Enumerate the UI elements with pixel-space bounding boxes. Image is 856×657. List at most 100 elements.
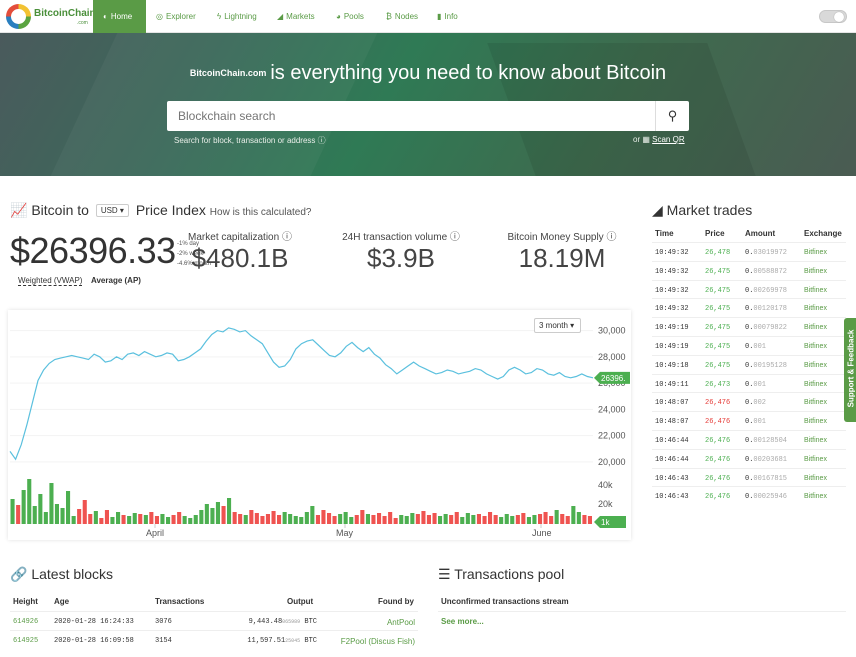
price-chart-svg: 30,00028,00026,00024,00022,00020,0002639… bbox=[9, 326, 630, 538]
area-chart-icon: ◢ bbox=[652, 202, 663, 218]
theme-toggle[interactable] bbox=[819, 10, 847, 23]
trade-amount-int: 0. bbox=[745, 399, 754, 408]
trade-exchange[interactable]: Bitfinex bbox=[804, 418, 827, 426]
mt-header-exchange: Exchange bbox=[804, 229, 842, 238]
trade-time: 10:49:19 bbox=[655, 324, 689, 333]
logo-suffix: .com bbox=[77, 20, 88, 26]
trade-exchange[interactable]: Bitfinex bbox=[804, 437, 827, 444]
how-calculated-link[interactable]: How is this calculated? bbox=[209, 207, 312, 218]
trade-exchange[interactable]: Bitfinex bbox=[804, 493, 827, 501]
trade-amount: 0.00195128 bbox=[745, 362, 787, 370]
trade-amount-frac: 03019972 bbox=[753, 249, 788, 257]
top-navbar: BitcoinChain .com ◐ Home ◎ Explorer ϟ Light… bbox=[0, 0, 856, 33]
trade-exchange[interactable]: Bitfinex bbox=[804, 286, 827, 294]
trade-exchange[interactable]: Bitfinex bbox=[804, 455, 827, 463]
search-box: ⚲ bbox=[167, 101, 689, 131]
price-index-title: 📈 Bitcoin to USD ▾ Price Index How is th… bbox=[10, 202, 312, 219]
line-chart-icon: 📈 bbox=[10, 202, 28, 218]
volume-bar bbox=[116, 512, 121, 524]
trade-exchange[interactable]: Bitfinex bbox=[804, 474, 827, 482]
trade-amount-int: 0. bbox=[745, 305, 754, 314]
search-button[interactable]: ⚲ bbox=[655, 101, 689, 131]
volume-bar bbox=[521, 513, 526, 524]
block-height[interactable]: 614925 bbox=[13, 637, 39, 645]
hero-title: BitcoinChain.com is everything you need t… bbox=[0, 62, 856, 85]
nav-markets-label: Markets bbox=[286, 12, 315, 21]
trade-amount-int: 0. bbox=[745, 286, 754, 295]
trade-amount-frac: 001 bbox=[753, 380, 767, 389]
trade-exchange[interactable]: Bitfinex bbox=[804, 249, 827, 256]
market-trades-title-text: Market trades bbox=[666, 202, 753, 218]
scan-qr-link[interactable]: Scan QR bbox=[652, 135, 685, 144]
nav-explorer[interactable]: ◎ Explorer bbox=[146, 0, 196, 33]
link-icon: 🔗 bbox=[10, 566, 28, 582]
nav-lightning-label: Lightning bbox=[224, 12, 257, 21]
trade-time: 10:49:11 bbox=[655, 380, 689, 389]
trade-exchange[interactable]: Bitfinex bbox=[804, 343, 827, 350]
trade-amount-int: 0. bbox=[745, 324, 754, 333]
nav-nodes-label: Nodes bbox=[394, 12, 419, 21]
volume-bar bbox=[293, 516, 298, 524]
volume-bar bbox=[49, 483, 54, 524]
site-logo[interactable]: BitcoinChain .com bbox=[6, 3, 96, 30]
search-help-text: Search for block, transaction or address… bbox=[174, 136, 326, 145]
block-height[interactable]: 614926 bbox=[13, 618, 39, 626]
currency-select[interactable]: USD ▾ bbox=[95, 204, 129, 217]
average-ap-tab[interactable]: Average (AP) bbox=[91, 276, 141, 285]
volume-bar bbox=[460, 517, 465, 524]
logo-text: BitcoinChain bbox=[34, 8, 96, 19]
change-week-pct: -2% bbox=[177, 251, 188, 257]
nav-home[interactable]: ◐ Home bbox=[93, 0, 146, 33]
price-chart[interactable]: 30,00028,00026,00024,00022,00020,0002639… bbox=[8, 310, 631, 540]
volume-bar bbox=[121, 515, 126, 524]
volume-bar bbox=[104, 510, 109, 524]
trade-exchange[interactable]: Bitfinex bbox=[804, 324, 827, 332]
trade-row: 10:46:43 26,476 0.00167815 Bitfinex bbox=[652, 467, 846, 487]
volume-bar bbox=[310, 506, 315, 524]
price-index-suffix: Price Index bbox=[135, 202, 206, 218]
lb-header-age: Age bbox=[54, 597, 70, 606]
weighted-vwap-tab[interactable]: Weighted (VWAP) bbox=[18, 276, 83, 286]
nav-lightning[interactable]: ϟ Lightning bbox=[207, 0, 257, 33]
hero-banner: BitcoinChain.com is everything you need t… bbox=[0, 33, 856, 176]
trade-amount: 0.00025946 bbox=[745, 493, 787, 501]
volume-bar bbox=[476, 514, 481, 524]
nav-info[interactable]: ▮ Info bbox=[427, 0, 458, 33]
feedback-tab[interactable]: Support & Feedback bbox=[844, 318, 856, 422]
volume-bar bbox=[43, 512, 48, 524]
see-more-link[interactable]: See more... bbox=[441, 617, 484, 626]
block-found-by[interactable]: AntPool bbox=[386, 618, 415, 627]
nav-markets[interactable]: ◢ Markets bbox=[267, 0, 315, 33]
trade-exchange[interactable]: Bitfinex bbox=[804, 305, 827, 313]
range-select[interactable]: 3 month ▾ bbox=[534, 318, 581, 333]
y-tick-label: 22,000 bbox=[598, 431, 626, 441]
trade-exchange[interactable]: Bitfinex bbox=[804, 267, 827, 275]
volume-tag bbox=[594, 516, 626, 528]
hero-site-name: BitcoinChain.com bbox=[189, 68, 267, 78]
volume-bar bbox=[410, 513, 415, 524]
volume-bar bbox=[404, 516, 409, 524]
volume-bar bbox=[515, 515, 520, 524]
nav-info-label: Info bbox=[444, 12, 458, 21]
volume-bar bbox=[54, 504, 59, 524]
trade-time: 10:48:07 bbox=[655, 418, 689, 427]
trade-row: 10:46:43 26,476 0.00025946 Bitfinex bbox=[652, 486, 846, 505]
search-input[interactable] bbox=[167, 101, 655, 131]
volume-bar bbox=[166, 517, 171, 524]
block-found-by[interactable]: F2Pool (Discus Fish) bbox=[340, 637, 415, 646]
volume-bar bbox=[215, 502, 220, 524]
nav-nodes[interactable]: ₿ Nodes bbox=[376, 0, 418, 33]
trade-price: 26,475 bbox=[705, 343, 731, 351]
trade-exchange[interactable]: Bitfinex bbox=[804, 399, 827, 407]
trade-time: 10:49:19 bbox=[655, 343, 689, 351]
volume-bar bbox=[382, 516, 387, 524]
trade-exchange[interactable]: Bitfinex bbox=[804, 380, 827, 388]
volume-bar bbox=[299, 517, 304, 524]
nav-pools[interactable]: ◕ Pools bbox=[326, 0, 364, 33]
trade-exchange[interactable]: Bitfinex bbox=[804, 361, 827, 369]
volume-bar bbox=[60, 508, 65, 524]
change-month-pct: -4.6% bbox=[177, 261, 193, 267]
trade-amount-frac: 00195128 bbox=[753, 361, 788, 370]
volume-bar bbox=[499, 517, 504, 524]
volume-bar bbox=[32, 506, 37, 524]
